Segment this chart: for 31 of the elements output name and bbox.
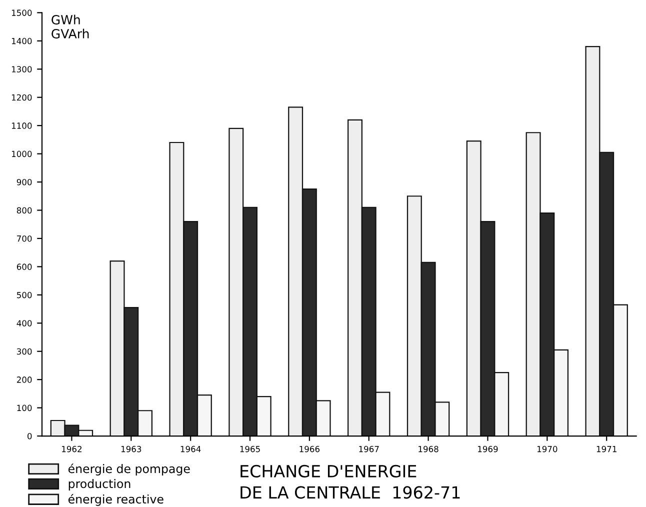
y-tick-label: 1400	[12, 38, 32, 44]
legend-label: énergie de pompage	[68, 464, 190, 476]
y-tick-label: 700	[17, 235, 32, 242]
x-tick-label: 1970	[537, 446, 558, 452]
y-tick-label: 900	[16, 178, 32, 186]
x-tick-label: 1969	[478, 446, 498, 452]
y-tick-label: 1500	[12, 10, 32, 16]
y-tick-label: 1000	[12, 150, 32, 158]
y-tick-label: 1300	[12, 66, 32, 72]
y-tick-label: 0	[28, 433, 32, 440]
text: ECHANGE D'ENERGIE DE LA CENTRALE 1962-71	[240, 464, 460, 499]
x-tick-label: 1966	[300, 446, 320, 452]
legend-label: production	[68, 479, 130, 490]
y-tick-label: 300	[16, 348, 32, 355]
y-tick-label: 1200	[12, 94, 32, 101]
y-tick-label: 600	[16, 264, 32, 270]
x-tick-label: 1967	[359, 446, 379, 452]
y-tick-label: 200	[16, 376, 32, 383]
y-axis-title: GWh GVArh	[52, 14, 89, 38]
y-tick-label: 500	[17, 292, 32, 298]
y-tick-label: 100	[17, 404, 32, 412]
x-tick-label: 1962	[62, 446, 82, 452]
x-tick-label: 1964	[180, 446, 201, 452]
y-tick-label: 400	[16, 320, 32, 326]
x-tick-label: 1963	[121, 446, 142, 452]
x-tick-label: 1965	[240, 446, 260, 452]
x-tick-label: 1968	[418, 446, 438, 452]
x-tick-label: 1971	[596, 446, 616, 452]
y-tick-label: 800	[16, 207, 32, 214]
legend-label: énergie reactive	[68, 494, 164, 506]
y-tick-label: 1100	[12, 122, 32, 129]
